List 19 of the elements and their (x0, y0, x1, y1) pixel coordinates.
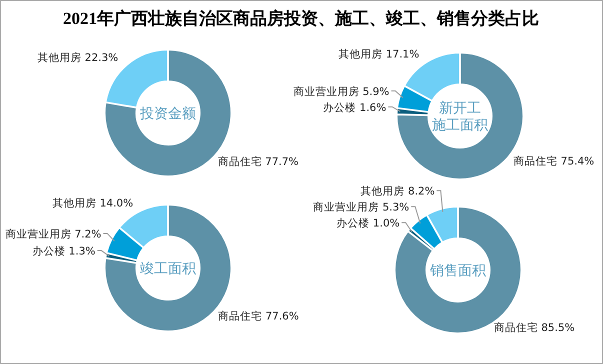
slice-label: 其他用房 22.3% (37, 51, 118, 64)
text: 2021年广西壮族自治区商品房投资、施工、竣工、销售分类占比 (63, 9, 539, 28)
text: 新开工施工面积 (432, 100, 488, 134)
slice-label: 商品住宅 77.7% (218, 154, 299, 168)
slice-label: 办公楼 1.3% (32, 244, 96, 258)
slice-label: 商品住宅 75.4% (513, 154, 594, 168)
text: 竣工面积 (140, 261, 196, 277)
slice-label: 商品住宅 85.5% (494, 321, 575, 334)
slice-label: 商业营业用房 5.9% (293, 84, 390, 98)
slice-label: 其他用房 14.0% (52, 196, 134, 210)
slice-label: 商业营业用房 5.3% (313, 200, 410, 214)
text: 销售面积 (429, 263, 486, 279)
slice-label: 商业营业用房 7.2% (5, 227, 102, 240)
text: 投资金额 (139, 106, 196, 122)
slice-label: 商品住宅 77.6% (218, 310, 299, 323)
slice-label: 其他用房 8.2% (360, 184, 435, 198)
slice-label: 办公楼 1.6% (323, 100, 386, 114)
slice-label: 办公楼 1.0% (336, 216, 400, 230)
slice-label: 其他用房 17.1% (338, 48, 420, 61)
